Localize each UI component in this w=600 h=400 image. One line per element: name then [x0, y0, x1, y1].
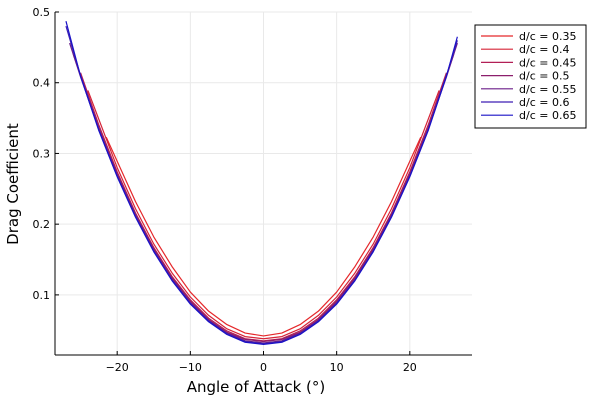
legend-label: d/c = 0.4 [519, 43, 569, 56]
x-tick-label: 10 [330, 361, 344, 374]
series-line [80, 72, 447, 342]
grid [55, 11, 472, 355]
x-tick-label: −10 [179, 361, 202, 374]
legend-label: d/c = 0.5 [519, 70, 569, 83]
y-tick-label: 0.4 [33, 77, 51, 90]
y-tick-label: 0.2 [33, 218, 51, 231]
legend-label: d/c = 0.45 [519, 56, 576, 69]
series-line [105, 136, 422, 337]
x-tick-label: −20 [106, 361, 129, 374]
legend-label: d/c = 0.65 [519, 109, 576, 122]
legend-label: d/c = 0.35 [519, 30, 576, 43]
ticks: −20 −10 0 10 20 0.1 0.2 0.3 0.4 0.5 [33, 6, 417, 374]
legend-box [474, 24, 587, 129]
series-lines [65, 21, 458, 345]
legend-label: d/c = 0.55 [519, 83, 576, 96]
y-tick-label: 0.5 [33, 6, 51, 19]
y-axis-title: Drag Coefficient [4, 123, 22, 245]
series-line [87, 90, 440, 340]
y-tick-label: 0.3 [33, 147, 51, 160]
x-tick-label: 20 [403, 361, 417, 374]
legend: d/c = 0.35d/c = 0.4d/c = 0.45d/c = 0.5d/… [474, 24, 587, 129]
x-axis-title: Angle of Attack (°) [187, 378, 326, 396]
legend-label: d/c = 0.6 [519, 96, 569, 109]
x-tick-label: 0 [260, 361, 267, 374]
series-line [65, 21, 458, 345]
y-tick-label: 0.1 [33, 289, 51, 302]
